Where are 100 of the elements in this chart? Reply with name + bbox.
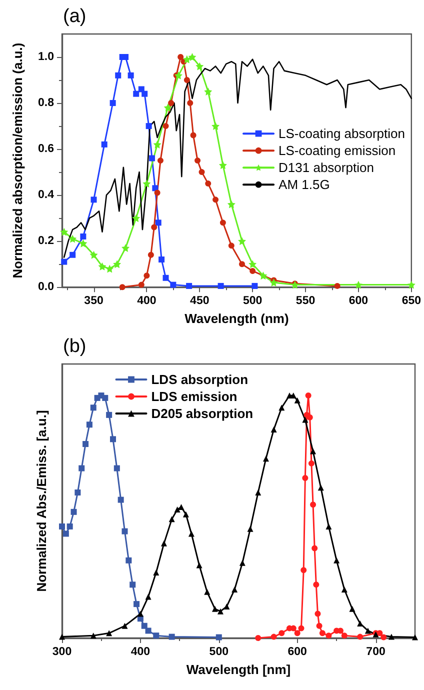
point xyxy=(270,278,278,286)
point xyxy=(204,588,210,595)
point xyxy=(218,282,224,289)
point xyxy=(142,90,148,97)
point xyxy=(130,582,136,588)
point xyxy=(122,528,128,534)
point xyxy=(162,123,169,130)
point xyxy=(326,523,332,530)
legend-label: D131 absorption xyxy=(278,160,374,176)
point xyxy=(334,557,340,564)
point xyxy=(228,242,234,249)
point xyxy=(300,567,307,574)
point xyxy=(194,158,201,164)
point xyxy=(238,237,246,246)
point xyxy=(204,88,212,96)
point xyxy=(98,262,106,270)
legend-label: LS-coating emission xyxy=(278,143,396,158)
point xyxy=(318,484,324,491)
point xyxy=(326,632,332,639)
point xyxy=(196,62,204,70)
x-tick-label: 600 xyxy=(288,646,307,658)
point xyxy=(349,606,356,612)
point xyxy=(118,496,124,503)
point xyxy=(188,530,194,537)
point xyxy=(126,557,132,564)
x-tick-label: 400 xyxy=(137,295,156,308)
point xyxy=(133,90,140,97)
point xyxy=(113,260,122,268)
x-tick-label: 600 xyxy=(348,295,368,308)
point xyxy=(153,570,160,576)
point xyxy=(306,414,313,420)
point xyxy=(80,233,86,240)
point xyxy=(294,630,300,636)
point xyxy=(298,625,304,632)
point xyxy=(90,632,96,639)
point xyxy=(198,169,205,176)
point xyxy=(115,72,122,78)
point xyxy=(62,530,69,537)
line-series xyxy=(63,58,412,258)
point xyxy=(314,610,321,617)
point xyxy=(141,622,148,629)
y-tick-label: 0.2 xyxy=(38,235,54,248)
point xyxy=(101,141,108,148)
point xyxy=(106,264,114,273)
point xyxy=(145,594,152,600)
point xyxy=(178,504,184,510)
point xyxy=(216,634,222,640)
point xyxy=(153,632,160,639)
point xyxy=(134,601,140,608)
point xyxy=(60,228,68,236)
point xyxy=(278,630,285,636)
point xyxy=(188,53,196,62)
y-axis-title: Normalized Abs./Emiss. [a.u.] xyxy=(34,410,49,592)
point xyxy=(227,200,236,208)
point xyxy=(90,196,97,203)
point xyxy=(146,123,152,130)
x-tick-label: 350 xyxy=(84,295,104,308)
point xyxy=(305,392,312,399)
point xyxy=(239,560,246,566)
point xyxy=(148,252,154,258)
point xyxy=(294,397,300,404)
legend-label: D205 absorption xyxy=(151,406,254,421)
legend-label: AM 1.5G xyxy=(278,177,330,192)
point xyxy=(250,268,256,274)
point xyxy=(90,250,98,259)
point xyxy=(78,465,85,472)
point xyxy=(122,622,128,629)
point xyxy=(168,100,174,106)
point xyxy=(310,502,316,508)
point xyxy=(119,284,126,290)
point xyxy=(247,526,254,532)
point xyxy=(160,540,167,546)
point xyxy=(144,272,150,279)
point xyxy=(151,224,158,230)
point xyxy=(187,100,194,106)
x-axis-title: Wavelength (nm) xyxy=(184,311,289,326)
point xyxy=(407,280,416,289)
point xyxy=(354,280,362,289)
point xyxy=(145,628,152,634)
point xyxy=(162,274,169,281)
y-tick-label: 0.8 xyxy=(38,97,55,110)
point xyxy=(308,460,314,466)
chart-title: (b) xyxy=(63,336,86,357)
point xyxy=(70,252,76,258)
point xyxy=(313,582,320,588)
legend-label: LS-coating absorption xyxy=(278,126,406,142)
point xyxy=(138,86,144,92)
point xyxy=(212,196,219,203)
point xyxy=(142,180,151,188)
point xyxy=(262,456,269,462)
point xyxy=(220,220,226,226)
point xyxy=(205,180,212,187)
y-tick-label: 0.6 xyxy=(38,143,54,156)
y-tick-label: 1.0 xyxy=(38,51,54,64)
point xyxy=(316,622,322,629)
x-axis-title: Wavelength [nm] xyxy=(186,662,291,677)
point xyxy=(70,508,77,515)
x-tick-label: 300 xyxy=(52,646,72,658)
point xyxy=(164,104,172,112)
point xyxy=(224,603,230,610)
